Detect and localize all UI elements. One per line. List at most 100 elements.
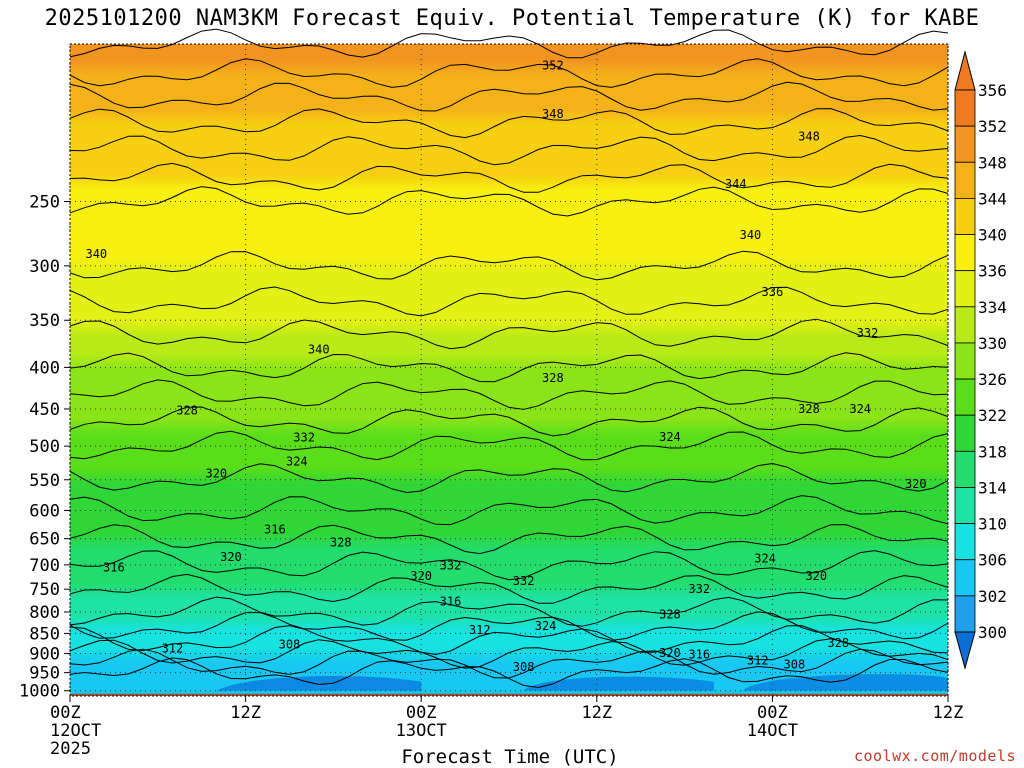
contour-label: 324 [286,454,308,468]
theta-e-field [70,44,948,696]
colorbar-label: 330 [978,334,1007,353]
contour-label: 324 [849,402,871,416]
chart-title: 2025101200 NAM3KM Forecast Equiv. Potent… [44,6,980,31]
contour-line [69,550,949,581]
contour-line [69,648,949,679]
cold-pool [523,676,714,691]
colorbar-arrow-bottom [954,631,976,670]
contour-label: 308 [513,660,535,674]
contour-label: 332 [857,326,879,340]
contour-label: 324 [535,619,557,633]
colorbar-label: 306 [978,551,1007,570]
contour-label: 308 [279,637,301,651]
contour-label: 328 [176,404,198,418]
y-tick-label: 300 [29,257,60,277]
contour-line [69,462,949,494]
contour-label: 316 [688,647,710,661]
contour-label: 340 [308,342,330,356]
colorbar: 300 302 306 310 314 318 322 326 330 334 336 340 344 3… [954,50,1007,670]
y-tick-label: 800 [29,603,60,623]
contour-label: 332 [688,582,710,596]
y-tick-label: 450 [29,400,60,420]
contour-label: 312 [469,623,491,637]
y-tick-label: 350 [29,311,60,331]
contour-label: 340 [740,228,762,242]
contour-line [69,596,949,627]
colorbar-segment [954,125,976,163]
colorbar-label: 340 [978,226,1007,245]
x-tick-label: 00Z [50,703,81,723]
contour-line [69,406,949,437]
contour-label: 328 [659,608,681,622]
grid-lines [69,43,949,697]
colorbar-segment [954,523,976,561]
contour-label: 308 [784,657,806,671]
contour-label: 312 [747,654,769,668]
y-tick-label: 850 [29,624,60,644]
contour-label: 348 [798,130,820,144]
contour-label: 332 [293,431,315,445]
y-tick-label: 750 [29,580,60,600]
contour-label: 332 [440,558,462,572]
x-tick-label: 00Z [406,703,437,723]
x-tick-label: 14OCT [747,721,798,741]
y-tick-label: 250 [29,193,60,213]
y-tick-label: 550 [29,471,60,491]
colorbar-label: 300 [978,623,1007,642]
contour-label: 320 [220,550,242,564]
colorbar-segment [954,89,976,127]
contour-lines [69,28,949,689]
contour-label: 352 [542,58,564,72]
colorbar-segment [954,306,976,344]
colorbar-label: 326 [978,370,1007,389]
colorbar-segment [954,414,976,452]
cold-pool [216,675,422,691]
colorbar-label: 352 [978,117,1007,136]
colorbar-segment [954,270,976,308]
plot-frame [69,43,949,697]
colorbar-arrow-top [954,50,976,91]
contour-label: 332 [513,574,535,588]
colorbar-label: 302 [978,587,1007,606]
contour-line [69,286,949,317]
colorbar-label: 336 [978,262,1007,281]
contour-label: 328 [330,535,352,549]
contour-label: 336 [762,285,784,299]
colorbar-label: 318 [978,442,1007,461]
contour-labels: 352 348 348 344 340 340 336 340 332 328 328 328 324 3… [85,58,926,674]
y-tick-label: 700 [29,556,60,576]
credit-text: coolwx.com/models [853,747,1016,765]
contour-line [69,108,949,139]
colorbar-label: 310 [978,515,1007,534]
colorbar-segment [954,234,976,272]
contour-label: 348 [542,107,564,121]
contour-line [69,162,949,193]
contour-line [69,657,949,689]
x-tick-label: 12Z [581,703,612,723]
contour-line [69,611,949,641]
y-tick-label: 950 [29,664,60,684]
y-axis: 2503003504004505005506006507007508008509… [19,193,70,702]
contour-line [69,379,949,410]
contour-line [69,573,949,604]
colorbar-label: 356 [978,81,1007,100]
contour-label: 320 [205,466,227,480]
contour-label: 340 [85,247,107,261]
contour-label: 320 [805,569,827,583]
colorbar-label: 334 [978,298,1007,317]
y-tick-label: 500 [29,437,60,457]
contour-line [69,186,949,217]
colorbar-label: 314 [978,478,1007,497]
contour-line [69,524,949,555]
contour-label: 324 [754,551,776,565]
x-tick-label: 00Z [757,703,788,723]
x-axis-label: Forecast Time (UTC) [401,746,619,768]
contour-line [69,81,949,112]
contour-line [69,638,949,669]
contour-label: 320 [410,569,432,583]
y-tick-label: 900 [29,645,60,665]
x-tick-label: 12OCT [50,721,101,741]
contour-line [69,134,949,166]
colorbar-label: 322 [978,406,1007,425]
